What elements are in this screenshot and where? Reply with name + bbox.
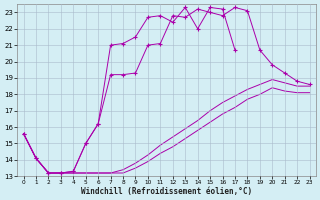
X-axis label: Windchill (Refroidissement éolien,°C): Windchill (Refroidissement éolien,°C) [81,187,252,196]
